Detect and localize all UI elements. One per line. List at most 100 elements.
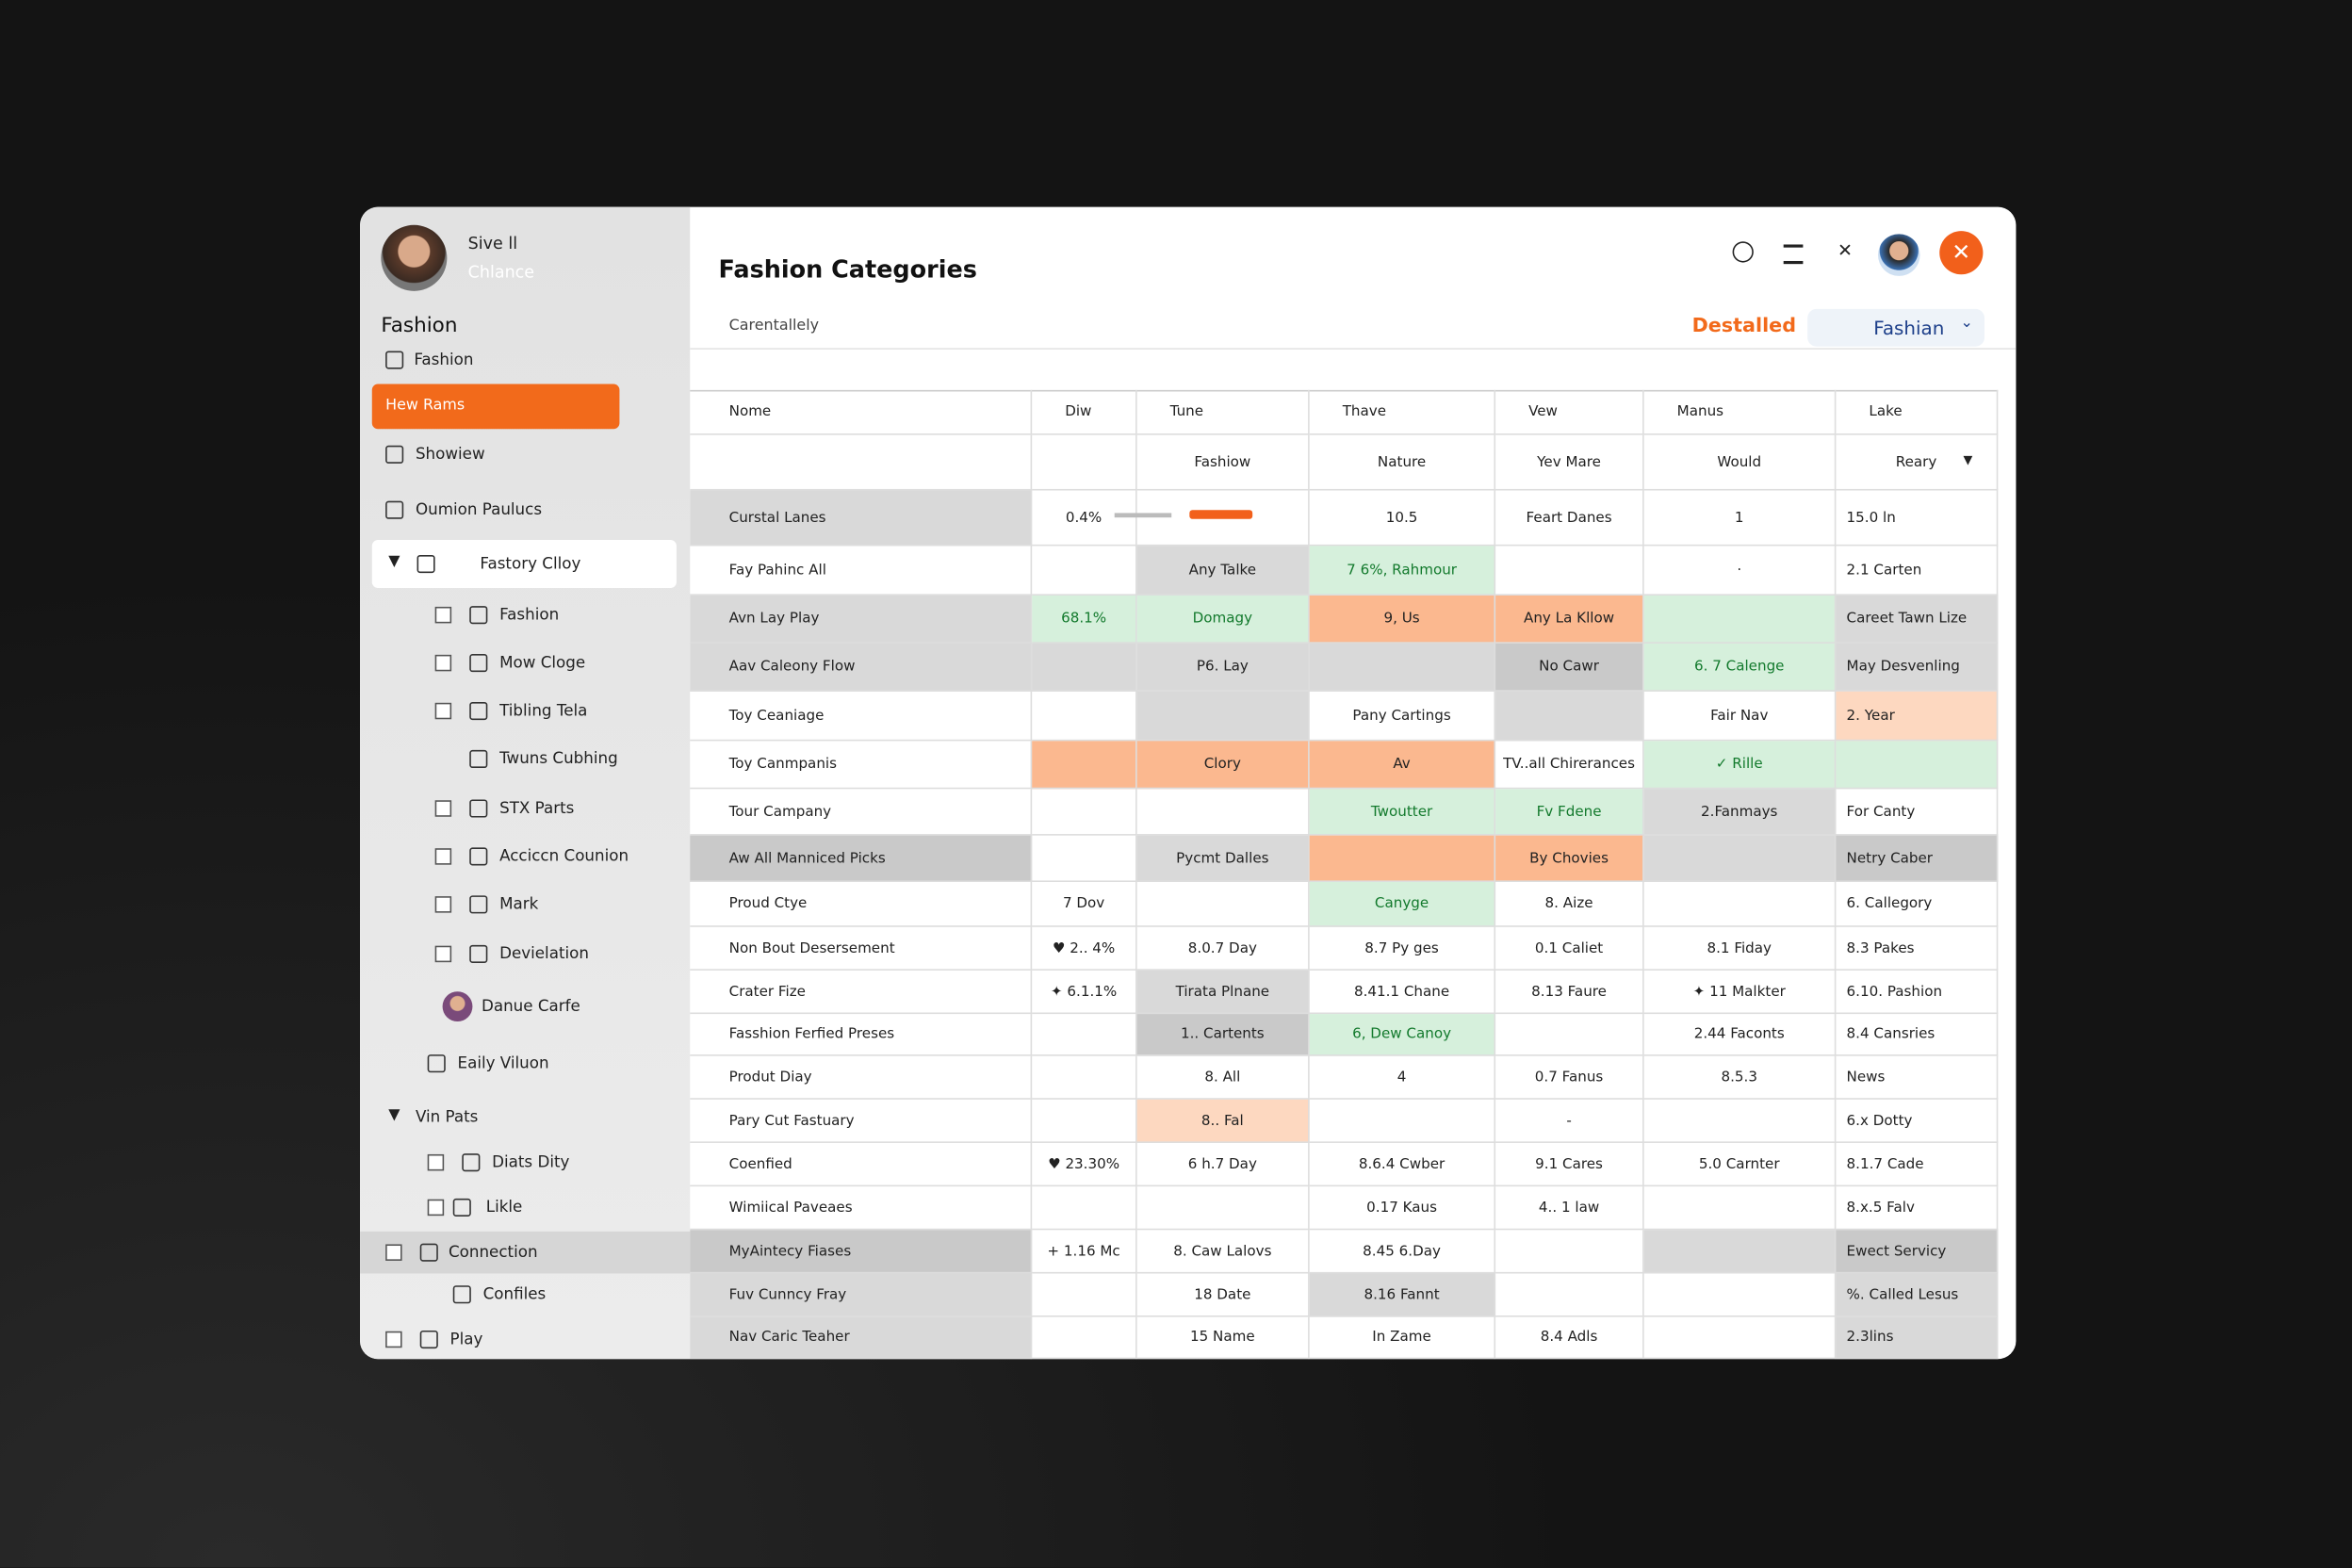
nav-item[interactable]: Vin Pats (415, 1108, 479, 1127)
row-name[interactable]: MyAintecy Fiases (690, 1230, 1033, 1274)
row-name[interactable]: Curstal Lanes (690, 490, 1033, 547)
table-cell: By Chovies (1495, 835, 1644, 883)
table-cell: 8. Caw Lalovs (1136, 1230, 1310, 1274)
nav-item[interactable]: Oumion Paulucs (415, 500, 543, 519)
table-cell: Pycmt Dalles (1136, 835, 1310, 883)
row-name[interactable]: Fasshion Ferfied Preses (690, 1014, 1033, 1056)
nav-item[interactable]: Tibling Tela (499, 701, 588, 721)
nav-item[interactable]: Play (449, 1330, 483, 1349)
row-name[interactable]: Proud Ctye (690, 882, 1033, 927)
table-cell: 0.4% (1032, 490, 1137, 547)
nav-item[interactable]: Twuns Cubhing (499, 749, 618, 769)
row-name[interactable]: Toy Canmpanis (690, 741, 1033, 790)
row-name[interactable]: Toy Ceaniage (690, 691, 1033, 742)
table-cell: Feart Danes (1495, 490, 1644, 547)
row-name[interactable]: Coenfied (690, 1142, 1033, 1187)
table-cell (1643, 835, 1837, 883)
row-name[interactable]: Non Bout Desersement (690, 926, 1033, 971)
sub-header: Reary ▼ (1836, 434, 1999, 491)
nav-icon (469, 606, 488, 625)
nav-item[interactable]: Mow Cloge (499, 654, 586, 673)
table-cell (1495, 1230, 1644, 1274)
divider (690, 348, 2017, 350)
row-name[interactable]: Avn Lay Play (690, 595, 1033, 644)
table-cell: Fv Fdene (1495, 789, 1644, 836)
row-name[interactable]: Wimiical Paveaes (690, 1186, 1033, 1231)
checkbox[interactable] (434, 848, 452, 865)
checkbox[interactable] (434, 702, 452, 720)
expand-icon[interactable]: ✕ (1838, 239, 1854, 261)
table-cell: 8.. Fal (1136, 1099, 1310, 1143)
table-cell: 1.. Cartents (1136, 1014, 1310, 1056)
nav-item[interactable]: Fastory Clloy (480, 554, 581, 574)
checkbox[interactable] (434, 896, 452, 913)
table-cell (1495, 546, 1644, 596)
user-avatar[interactable] (1877, 234, 1920, 276)
sidebar-heading: Fashion (381, 313, 458, 338)
table-cell: ✦ 11 Malkter (1643, 970, 1837, 1015)
row-name[interactable]: Tour Campany (690, 789, 1033, 836)
nav-item[interactable]: Danue Carfe (481, 997, 580, 1016)
checkbox[interactable] (434, 945, 452, 963)
table-cell: 9, Us (1309, 595, 1496, 644)
dropdown[interactable]: Fashian ⌄ (1807, 308, 1985, 347)
table-cell: 8.1 Fiday (1643, 926, 1837, 971)
row-name[interactable]: Produt Diay (690, 1055, 1033, 1100)
checkbox[interactable] (434, 654, 452, 672)
nav-item[interactable]: Likle (485, 1198, 523, 1217)
profile-subtitle: Chlance (467, 262, 535, 283)
nav-item[interactable]: Showiew (415, 445, 485, 464)
table-cell: 8.7 Py ges (1309, 926, 1496, 971)
table-cell (1309, 835, 1496, 883)
row-name[interactable]: Nav Caric Teaher (690, 1316, 1033, 1360)
table-cell (1032, 741, 1137, 790)
sub-header (690, 434, 1033, 491)
nav-item[interactable]: Eaily Viluon (457, 1054, 549, 1073)
checkbox[interactable] (385, 1244, 402, 1261)
sub-header: Nature (1309, 434, 1496, 491)
nav-item[interactable]: Fashion (499, 606, 560, 625)
table-cell: Careet Tawn Lize (1836, 595, 1999, 644)
nav-icon (419, 1243, 438, 1262)
nav-item[interactable]: STX Parts (499, 799, 575, 818)
nav-item[interactable]: Devielation (499, 944, 589, 963)
info-icon[interactable] (1732, 241, 1754, 263)
row-name[interactable]: Fay Pahinc All (690, 546, 1033, 596)
nav-item[interactable]: Connection (448, 1243, 538, 1262)
row-name[interactable]: Aw All Manniced Picks (690, 835, 1033, 883)
table-cell (1495, 1014, 1644, 1056)
tab[interactable]: Destalled (1691, 315, 1797, 338)
nav-item[interactable]: Mark (499, 895, 539, 914)
checkbox[interactable] (434, 606, 452, 624)
nav-icon (469, 749, 488, 769)
table-cell: 18 Date (1136, 1273, 1310, 1317)
checkbox[interactable] (427, 1199, 445, 1217)
row-name[interactable]: Crater Fize (690, 970, 1033, 1015)
nav-item[interactable]: Acciccn Counion (499, 847, 629, 866)
column-header: Nome (690, 389, 1033, 435)
checkbox[interactable] (427, 1153, 445, 1171)
table-cell: 8.3 Pakes (1836, 926, 1999, 971)
nav-item[interactable]: Fashion (414, 351, 474, 369)
table-cell: 2.3lins (1836, 1316, 1999, 1360)
nav-icon (469, 944, 488, 963)
nav-item[interactable]: Confiles (482, 1285, 547, 1304)
table-cell: 2.Fanmays (1643, 789, 1837, 836)
sub-header (1032, 434, 1137, 491)
sub-header: Would (1643, 434, 1837, 491)
table-cell (1032, 789, 1137, 836)
row-name[interactable]: Pary Cut Fastuary (690, 1099, 1033, 1143)
nav-icon (452, 1198, 471, 1217)
row-name[interactable]: Fuv Cunncy Fray (690, 1273, 1033, 1317)
row-name[interactable]: Aav Caleony Flow (690, 643, 1033, 692)
column-header: Manus (1643, 389, 1837, 435)
table-cell: P6. Lay (1136, 643, 1310, 692)
checkbox[interactable] (385, 1331, 402, 1348)
page-subtitle: Carentallely (728, 318, 820, 335)
nav-active (360, 1231, 691, 1274)
checkbox[interactable] (434, 800, 452, 817)
close-button[interactable]: ✕ (1939, 231, 1984, 275)
list-icon[interactable] (1783, 244, 1804, 265)
nav-button[interactable]: Hew Rams (371, 384, 620, 430)
nav-item[interactable]: Diats Dity (492, 1153, 570, 1172)
